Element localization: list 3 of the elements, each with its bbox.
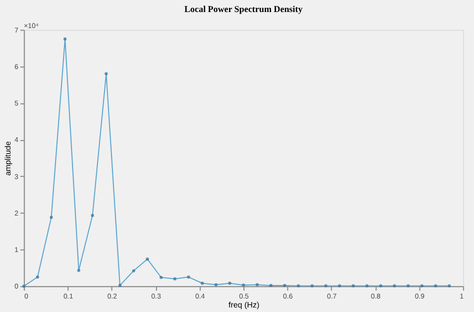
y-axis-title: amplitude: [4, 140, 13, 176]
x-axis-title: freq (Hz): [228, 300, 260, 310]
chart-title: Local Power Spectrum Density: [184, 4, 304, 14]
